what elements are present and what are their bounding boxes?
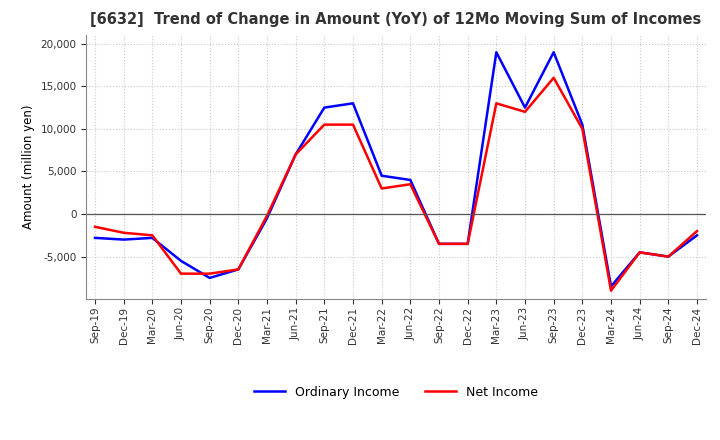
Ordinary Income <box>635 250 644 255</box>
Net Income <box>176 271 185 276</box>
Net Income <box>435 241 444 246</box>
Ordinary Income <box>406 177 415 183</box>
Net Income <box>377 186 386 191</box>
Ordinary Income <box>435 241 444 246</box>
Net Income <box>292 152 300 157</box>
Net Income <box>406 182 415 187</box>
Net Income <box>664 254 672 259</box>
Ordinary Income <box>693 233 701 238</box>
Net Income <box>91 224 99 229</box>
Net Income <box>234 267 243 272</box>
Ordinary Income <box>176 258 185 264</box>
Net Income <box>205 271 214 276</box>
Ordinary Income <box>492 50 500 55</box>
Ordinary Income <box>91 235 99 241</box>
Net Income <box>635 250 644 255</box>
Ordinary Income <box>464 241 472 246</box>
Ordinary Income <box>120 237 128 242</box>
Ordinary Income <box>549 50 558 55</box>
Net Income <box>693 228 701 234</box>
Ordinary Income <box>377 173 386 178</box>
Ordinary Income <box>234 267 243 272</box>
Net Income <box>521 109 529 114</box>
Net Income <box>578 126 587 132</box>
Net Income <box>120 230 128 235</box>
Net Income <box>148 233 157 238</box>
Net Income <box>263 213 271 218</box>
Ordinary Income <box>664 254 672 259</box>
Net Income <box>464 241 472 246</box>
Ordinary Income <box>578 122 587 127</box>
Legend: Ordinary Income, Net Income: Ordinary Income, Net Income <box>249 381 543 404</box>
Line: Ordinary Income: Ordinary Income <box>95 52 697 286</box>
Ordinary Income <box>521 105 529 110</box>
Ordinary Income <box>148 235 157 241</box>
Line: Net Income: Net Income <box>95 78 697 291</box>
Net Income <box>549 75 558 81</box>
Net Income <box>348 122 357 127</box>
Ordinary Income <box>320 105 328 110</box>
Net Income <box>492 101 500 106</box>
Ordinary Income <box>205 275 214 281</box>
Title: [6632]  Trend of Change in Amount (YoY) of 12Mo Moving Sum of Incomes: [6632] Trend of Change in Amount (YoY) o… <box>91 12 701 27</box>
Ordinary Income <box>607 284 616 289</box>
Ordinary Income <box>263 216 271 221</box>
Ordinary Income <box>292 152 300 157</box>
Y-axis label: Amount (million yen): Amount (million yen) <box>22 105 35 229</box>
Net Income <box>607 288 616 293</box>
Net Income <box>320 122 328 127</box>
Ordinary Income <box>348 101 357 106</box>
